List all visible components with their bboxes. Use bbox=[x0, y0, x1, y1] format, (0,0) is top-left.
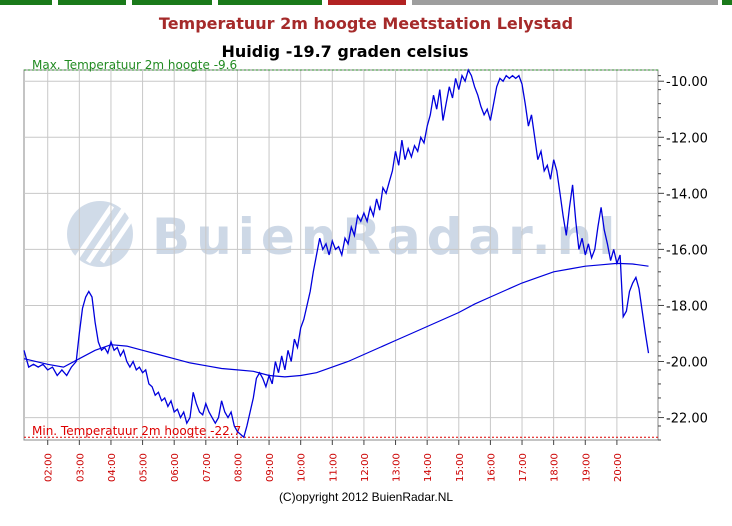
x-tick-label: 16:00 bbox=[486, 453, 497, 482]
x-tick-label: 20:00 bbox=[613, 453, 624, 482]
x-tick-label: 19:00 bbox=[581, 453, 592, 482]
copyright-text: (C)opyright 2012 BuienRadar.NL bbox=[278, 490, 454, 504]
y-tick-label: -10.00 bbox=[666, 75, 708, 90]
temperature-series-line bbox=[23, 68, 650, 439]
y-tick-label: -18.00 bbox=[666, 299, 708, 314]
x-tick-label: 13:00 bbox=[392, 453, 403, 482]
chart-title: Temperatuur 2m hoogte Meetstation Lelyst… bbox=[158, 14, 574, 33]
header-tab[interactable] bbox=[132, 0, 212, 5]
x-tick-label: 08:00 bbox=[233, 453, 244, 482]
x-tick-label: 06:00 bbox=[170, 453, 181, 482]
x-tick-label: 14:00 bbox=[423, 453, 434, 482]
watermark-stripe bbox=[71, 204, 115, 264]
max-reference-label: Max. Temperatuur 2m hoogte -9.6 bbox=[32, 58, 237, 72]
x-tick-label: 05:00 bbox=[139, 453, 150, 482]
x-tick-label: 02:00 bbox=[44, 453, 55, 482]
x-tick-label: 03:00 bbox=[75, 453, 86, 482]
header-tab[interactable] bbox=[328, 0, 406, 5]
x-tick-label: 11:00 bbox=[328, 453, 339, 482]
x-tick-label: 18:00 bbox=[550, 453, 561, 482]
watermark-text: BuienRadar.nl bbox=[152, 208, 621, 266]
x-tick-label: 17:00 bbox=[518, 453, 529, 482]
min-reference-label: Min. Temperatuur 2m hoogte -22.7 bbox=[32, 424, 241, 438]
x-tick-label: 15:00 bbox=[455, 453, 466, 482]
x-tick-label: 12:00 bbox=[360, 453, 371, 482]
y-tick-label: -12.00 bbox=[666, 131, 708, 146]
y-tick-label: -14.00 bbox=[666, 187, 708, 202]
current-temperature-label: Huidig -19.7 graden celsius bbox=[221, 42, 469, 61]
header-tab[interactable] bbox=[412, 0, 718, 5]
smoothed-series-line bbox=[23, 262, 649, 378]
header-tab[interactable] bbox=[0, 0, 52, 5]
header-tab-bar bbox=[0, 0, 732, 5]
watermark-logo bbox=[67, 201, 143, 267]
header-tab[interactable] bbox=[58, 0, 126, 5]
x-tick-label: 07:00 bbox=[202, 453, 213, 482]
y-tick-label: -16.00 bbox=[666, 243, 708, 258]
x-tick-label: 04:00 bbox=[107, 453, 118, 482]
header-tab[interactable] bbox=[722, 0, 732, 5]
watermark-stripe bbox=[85, 204, 129, 264]
y-tick-label: -22.00 bbox=[666, 412, 708, 427]
y-tick-label: -20.00 bbox=[666, 356, 708, 371]
x-tick-label: 09:00 bbox=[265, 453, 276, 482]
watermark-globe-icon bbox=[67, 201, 133, 267]
x-tick-label: 10:00 bbox=[297, 453, 308, 482]
watermark-stripe bbox=[99, 204, 143, 264]
header-tab[interactable] bbox=[218, 0, 322, 5]
